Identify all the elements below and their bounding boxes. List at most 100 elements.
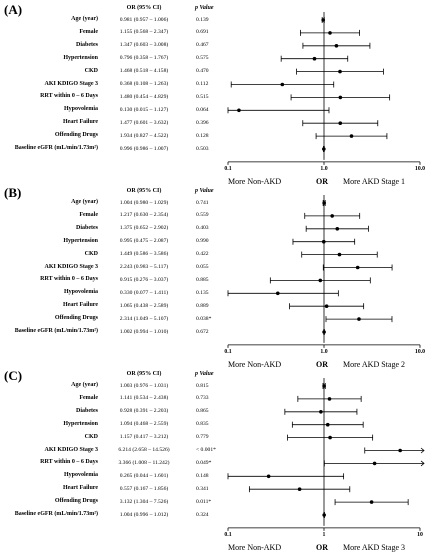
or-point [322,147,326,151]
row-label: Female [79,394,98,401]
row-label: Baseline eGFR (mL/min/1.73m²) [14,145,98,151]
bottom-right-label: More AKD Stage 2 [343,359,405,369]
bottom-center-label: OR [316,359,328,369]
row-p-value: 0.672 [196,328,209,335]
row-p-value: 0.741 [196,199,209,206]
forest-panel: (A) OR (95% CI) p Value Age (year) 0.981 (0.… [0,0,430,186]
row-or-value: 0.265 (0.044 – 1.601) [119,472,169,479]
row-label: Hypertension [63,420,98,427]
row-or-value: 1.449 (0.586 – 3.586) [119,251,169,258]
p-column-header: p Value [195,5,214,11]
row-p-value: 0.835 [196,421,209,428]
row-or-value: 1.157 (0.417 – 3.212) [119,434,169,441]
row-or-value: 1.480 (0.454 – 4.829) [119,93,169,100]
or-point [369,500,374,504]
row-p-value: 0.515 [196,93,209,100]
bottom-right-label: More AKD Stage 1 [343,176,405,186]
row-p-value: 0.990 [196,238,209,245]
ci-arrow [420,460,425,467]
row-or-value: 1.141 (0.534 – 2.438) [119,395,169,402]
or-point [338,95,343,100]
or-point [321,18,326,22]
row-or-value: 1.004 (0.996 – 1.012) [119,511,169,518]
row-label: Diabetes [76,407,98,414]
panel-label: (A) [4,2,23,17]
row-or-value: 0.928 (0.391 – 2.203) [119,408,169,415]
row-label: AKI KDIGO Stage 3 [44,263,98,270]
bottom-left-label: More Non-AKD [228,359,282,369]
row-label: Age (year) [71,382,98,388]
row-p-value: 0.559 [196,212,209,219]
p-column-header: p Value [195,188,214,194]
row-p-value: 0.038* [196,315,212,322]
x-tick-label: 1.0 [320,348,328,355]
row-or-value: 1.004 (0.980 – 1.029) [119,199,169,206]
or-point [338,69,342,74]
or-point [318,278,323,283]
or-point [372,461,377,466]
or-point [398,448,402,453]
or-point [338,121,343,125]
row-p-value: 0.815 [196,382,209,389]
row-label: CKD [84,433,98,440]
row-p-value: 0.064 [196,106,209,113]
or-point [330,214,334,218]
or-point [357,317,361,321]
row-p-value: 0.139 [196,16,209,23]
panel-label: (B) [4,185,22,200]
forest-plot-area [227,378,425,531]
x-tick-label: 0.1 [224,348,232,355]
or-point [321,239,326,244]
row-or-value: 0.557 (0.167 – 1.856) [119,485,169,492]
row-or-value: 1.155 (0.568 – 2.347) [119,29,169,36]
row-label: Diabetes [76,41,98,48]
forest-panel: (B) OR (95% CI) p Value Age (year) 1.004 (0.… [0,183,430,369]
or-point [355,265,360,270]
or-point [349,134,354,138]
row-or-value: 1.375 (0.652 – 2.902) [119,225,169,232]
row-label: Offending Drugs [54,132,98,139]
x-tick-label: 10.0 [414,165,426,172]
or-column-header: OR (95% CI) [126,5,162,11]
row-or-value: 1.468 (0.518 – 4.158) [119,68,169,75]
row-or-value: 1.217 (0.630 – 2.354) [119,212,169,219]
x-tick-label: 10 [417,531,423,538]
row-or-value: 2.314 (1.049 – 5.107) [119,315,169,322]
row-label: Offending Drugs [54,498,98,505]
x-tick-label: 10.0 [414,348,426,355]
row-p-value: 0.403 [196,225,209,232]
row-label: CKD [84,250,98,257]
forest-panel: (C) OR (95% CI) p Value Age (year) 1.003 (0.… [0,366,430,552]
or-point [334,44,339,48]
row-label: Age (year) [71,199,98,205]
row-p-value: 0.779 [196,434,209,441]
row-p-value: < 0.001* [196,447,216,453]
or-column-header: OR (95% CI) [126,188,162,194]
or-point [280,82,285,87]
row-p-value: 0.503 [196,145,209,152]
row-p-value: 0.055 [196,264,209,270]
row-or-value: 1.934 (0.827 – 4.522) [119,132,169,139]
forest-plot-area [227,195,421,348]
or-point [312,56,317,61]
row-or-value: 3.132 (1.304 – 7.526) [119,498,169,505]
row-label: Hypertension [63,54,98,61]
row-label: Heart Failure [62,119,98,126]
bottom-right-label: More AKD Stage 3 [343,542,405,552]
or-point [322,201,326,205]
row-label: Baseline eGFR (mL/min/1.73m²) [14,328,98,334]
row-label: Hypertension [63,237,98,244]
row-p-value: 0.396 [196,119,209,126]
row-p-value: 0.341 [196,485,209,492]
or-point [328,31,332,35]
row-p-value: 0.011* [196,498,212,505]
row-label: Heart Failure [62,485,98,492]
row-p-value: 0.470 [196,68,209,75]
bottom-left-label: More Non-AKD [228,542,282,552]
row-or-value: 1.002 (0.994 – 1.010) [119,328,169,335]
or-point [275,291,280,296]
row-or-value: 0.995 (0.475 – 2.087) [119,238,169,245]
row-p-value: 0.148 [196,472,209,479]
panel-label: (C) [4,368,23,383]
row-label: Female [79,211,98,218]
